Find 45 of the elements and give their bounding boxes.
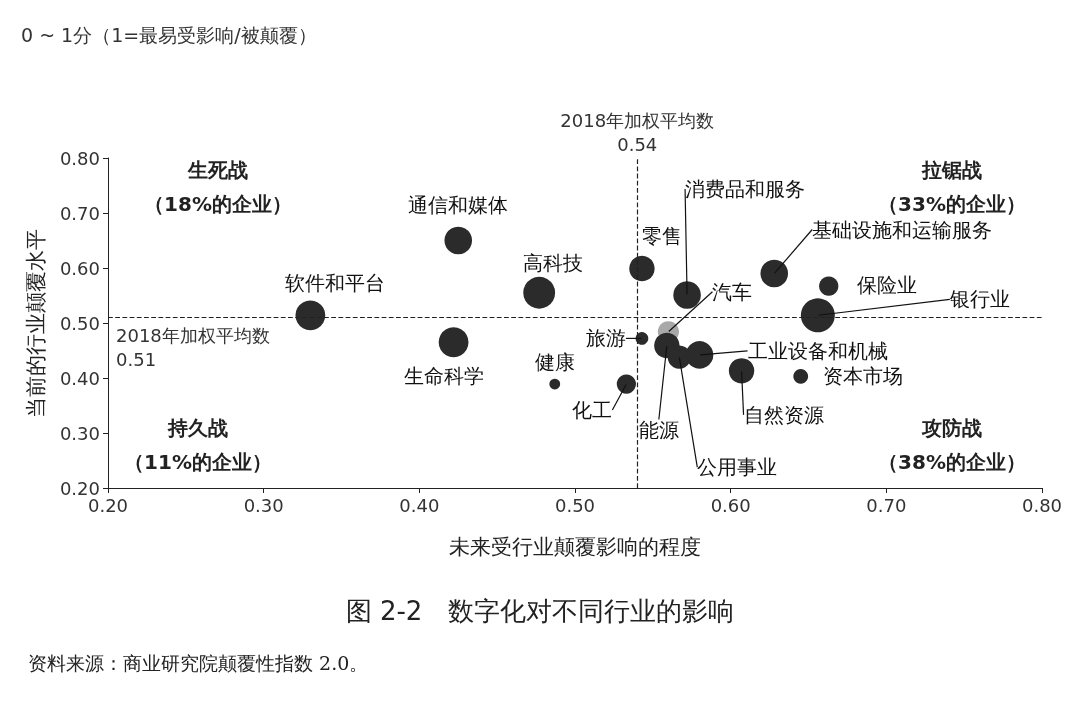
- annotation: 拉锯战: [921, 158, 982, 182]
- annotation: 保险业: [856, 273, 917, 298]
- annotation: 零售: [641, 223, 682, 248]
- y-tick-label: 0.50: [59, 312, 100, 334]
- text: 资料来源：商业研究院颠覆性指数 2.0。: [28, 651, 369, 674]
- x-tick-label: 0.70: [866, 494, 907, 516]
- x-tick-label: 0.60: [710, 494, 751, 516]
- annotation: 生命科学: [403, 364, 484, 389]
- x-tick-label: 0.80: [1021, 494, 1063, 516]
- annotation: 生死战: [187, 158, 248, 182]
- annotation: （33%的企业）: [878, 192, 1026, 216]
- annotation: 通信和媒体: [408, 192, 509, 217]
- y-tick-label: 0.70: [59, 202, 100, 224]
- y-tick-label: 0.30: [59, 422, 100, 444]
- annotation: 攻防战: [921, 416, 982, 440]
- y-axis-title: 当前的行业颠覆水平: [23, 228, 48, 418]
- annotation: 工业设备和机械: [747, 338, 888, 363]
- y-tick-label: 0.40: [59, 367, 100, 389]
- chart-subtitle: 0 ~ 1分（1=最易受影响/被颠覆）: [21, 23, 317, 46]
- x-tick-label: 0.50: [554, 494, 596, 516]
- annotation: 软件和平台: [285, 271, 386, 296]
- annotation: 资本市场: [822, 364, 903, 389]
- annotation: 自然资源: [743, 402, 824, 427]
- annotation: 持久战: [167, 416, 228, 440]
- ref-line-label: 2018年加权平均数 0.51: [116, 325, 270, 370]
- annotation: （11%的企业）: [124, 450, 272, 474]
- y-tick-label: 0.60: [59, 257, 100, 279]
- annotation: 汽车: [712, 279, 753, 304]
- annotation: 旅游: [585, 326, 626, 351]
- annotation: 公用事业: [697, 455, 778, 480]
- annotation: 高科技: [523, 250, 584, 275]
- x-tick-label: 0.30: [243, 494, 284, 516]
- annotation: 银行业: [948, 287, 1010, 312]
- annotation: 基础设施和运输服务: [812, 217, 993, 242]
- annotation: 健康: [534, 350, 575, 375]
- text: 图 2-2 数字化对不同行业的影响: [345, 596, 735, 626]
- annotation: 能源: [638, 417, 679, 442]
- x-tick-label: 0.40: [399, 494, 440, 516]
- ref-line-label: 2018年加权平均数 0.54: [560, 109, 715, 155]
- y-tick-label: 0.80: [59, 147, 100, 169]
- annotation: 消费品和服务: [685, 176, 806, 201]
- annotation: （38%的企业）: [878, 450, 1026, 474]
- annotation: （18%的企业）: [144, 192, 292, 216]
- x-axis-title: 未来受行业颠覆影响的程度: [449, 534, 701, 559]
- annotation: 化工: [572, 398, 613, 423]
